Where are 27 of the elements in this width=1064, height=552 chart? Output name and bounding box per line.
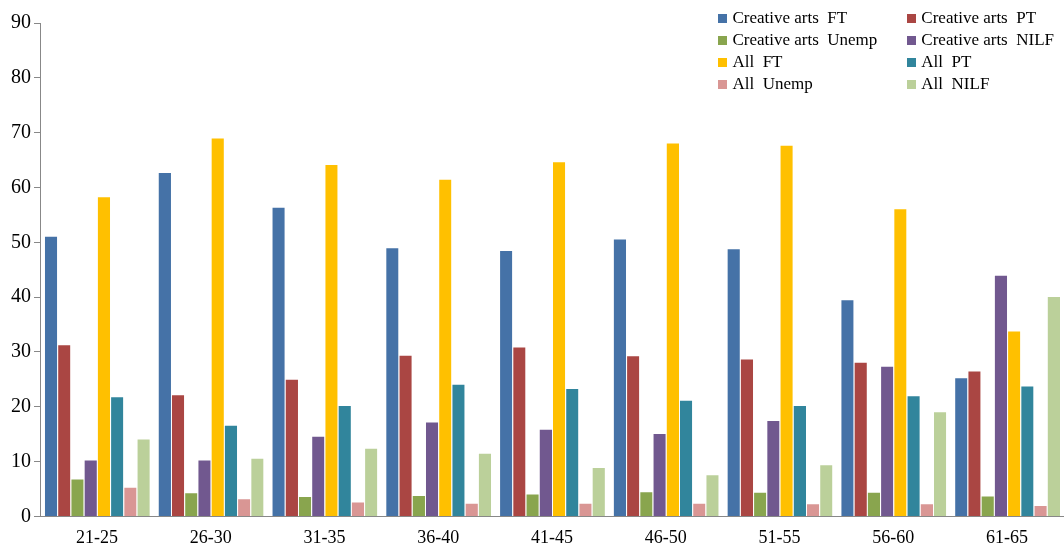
x-tick-label: 46-50: [644, 526, 687, 547]
legend-label: Creative arts PT: [921, 8, 1037, 28]
x-tick-label: 61-65: [986, 526, 1029, 547]
y-tick-label: 40: [11, 284, 31, 307]
x-tick-label: 36-40: [417, 526, 460, 547]
x-tick-label: 51-55: [758, 526, 801, 547]
x-tick-label: 31-35: [303, 526, 346, 547]
legend-label: All PT: [921, 52, 972, 72]
y-tick-label: 70: [11, 119, 31, 142]
x-tick-label: 21-25: [75, 526, 118, 547]
y-tick-label: 50: [11, 229, 31, 252]
legend-label: All FT: [732, 52, 783, 72]
legend-label: All NILF: [921, 74, 990, 94]
y-tick-label: 30: [11, 339, 31, 362]
y-tick-label: 90: [11, 10, 31, 33]
y-tick-label: 0: [21, 503, 31, 526]
legend-label: Creative arts FT: [732, 8, 848, 28]
x-tick-label: 56-60: [872, 526, 915, 547]
y-tick-label: 60: [11, 174, 31, 197]
x-tick-label: 26-30: [189, 526, 232, 547]
y-tick-label: 10: [11, 448, 31, 471]
legend-label: Creative arts NILF: [921, 30, 1054, 50]
legend-label: All Unemp: [732, 74, 813, 94]
y-tick-label: 80: [11, 65, 31, 88]
y-tick-label: 20: [11, 394, 31, 417]
legend-label: Creative arts Unemp: [732, 30, 878, 50]
x-tick-label: 41-45: [531, 526, 573, 547]
